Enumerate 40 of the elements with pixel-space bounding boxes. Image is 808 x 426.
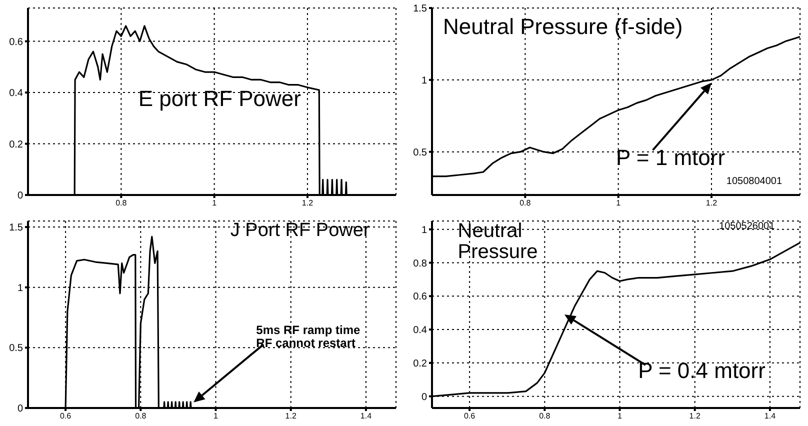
text: Neutral Pressure	[458, 220, 539, 263]
x-tick-label: 0.6	[60, 412, 72, 421]
x-tick-label: 1.2	[285, 412, 297, 421]
y-tick-label: 0	[421, 392, 428, 403]
y-tick-label: 0.4	[413, 325, 428, 336]
x-tick-label: 1.4	[764, 412, 776, 421]
y-tick-label: 0.5	[413, 147, 428, 158]
y-tick-label: 1.5	[9, 222, 24, 234]
x-tick-label: 1	[214, 412, 219, 421]
chart-title: J Port RF Power	[230, 220, 370, 241]
y-tick-label: 1	[17, 282, 24, 294]
x-tick-label: 1	[212, 198, 218, 208]
x-tick-label: 1	[618, 412, 623, 421]
annotation: 1050526001	[719, 221, 775, 232]
y-tick-label: 0.6	[9, 36, 24, 48]
y-tick-label: 0.6	[413, 292, 428, 303]
x-tick-label: 0.8	[520, 198, 532, 208]
x-tick-label: 1.2	[706, 198, 718, 208]
text: E port RF Power	[138, 86, 301, 111]
y-tick-label: 0.8	[413, 258, 428, 270]
y-tick-label: 0.2	[413, 358, 428, 370]
annotation: 1050804001	[726, 176, 782, 188]
x-tick-label: 1.4	[360, 412, 372, 421]
y-tick-label: 0	[17, 190, 24, 202]
chart-title: Neutral Pressure (f-side)	[443, 14, 683, 40]
y-tick-label: 0.2	[9, 139, 24, 150]
x-tick-label: 1	[616, 198, 622, 208]
x-tick-label: 1.2	[689, 412, 701, 421]
x-tick-label: 0.8	[116, 198, 128, 208]
x-tick-label: 0.8	[135, 412, 147, 421]
annotation: 5ms RF ramp time RF cannot restart	[256, 322, 362, 350]
y-tick-label: 0.5	[9, 343, 24, 354]
x-tick-label: 0.8	[539, 412, 551, 421]
x-tick-label: 0.6	[464, 412, 476, 421]
y-tick-label: 0	[17, 404, 24, 415]
y-tick-label: 0.4	[9, 88, 24, 100]
y-tick-label: 1	[421, 224, 428, 236]
x-tick-label: 1.2	[302, 198, 314, 208]
y-tick-label: 1.5	[413, 4, 428, 15]
y-tick-label: 1	[421, 75, 428, 86]
